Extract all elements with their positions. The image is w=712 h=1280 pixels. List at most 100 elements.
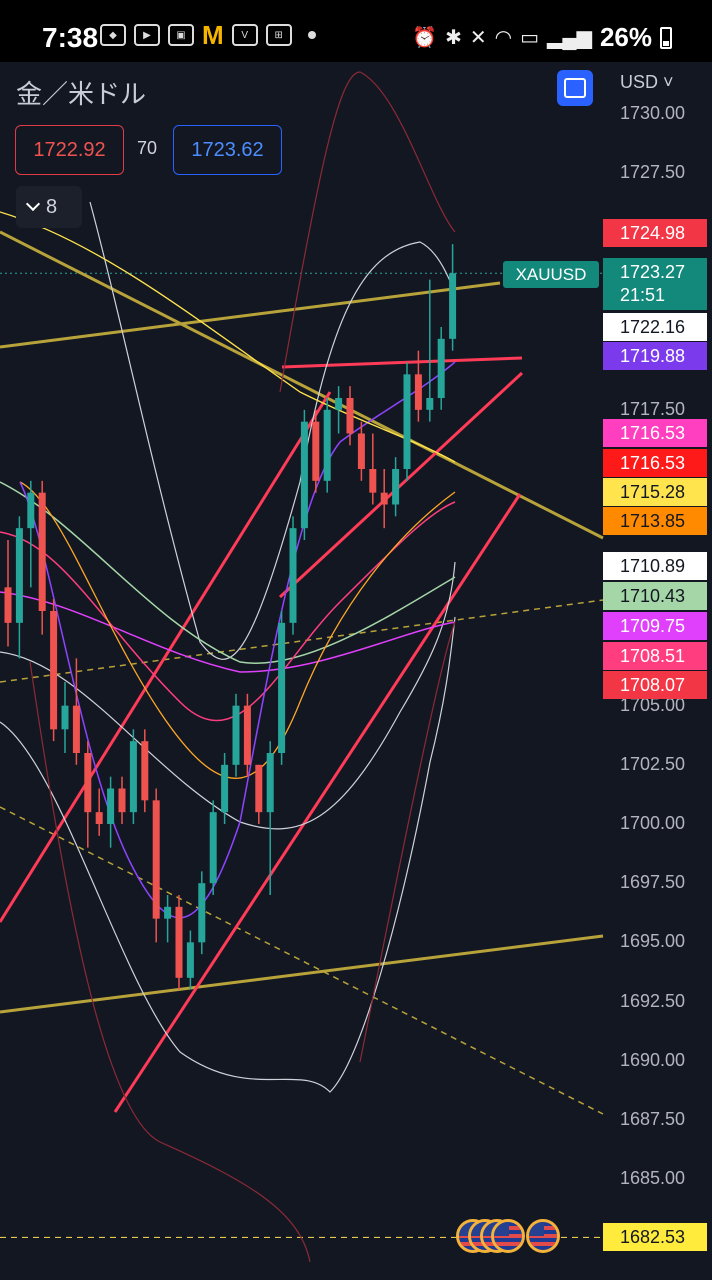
price-chart[interactable] [0,62,712,1280]
notification-icons: ◆ ▶ ▣ M V ⊞ [100,20,316,50]
candle [243,693,251,777]
mute-icon: ✕ [469,27,487,49]
fullscreen-button[interactable] [557,70,593,106]
candle [72,658,80,765]
trend-line [278,371,524,599]
candle [175,895,183,990]
candle-body [300,421,308,529]
candle-body [198,883,206,943]
chart-area[interactable]: 金／米ドル USD ˅ 1722.92 70 1723.62 8 1730.00… [0,62,712,1280]
indicator-curve [29,661,311,1263]
vpass-icon: V [231,24,258,46]
candle-body [50,611,58,730]
candle-body [266,753,274,813]
indicators-count: 8 [46,195,58,218]
candle-body [255,764,263,813]
price-tag: 1719.88 [603,342,707,370]
candle [278,611,286,765]
candle [27,480,35,588]
candle-body [15,528,23,623]
current-price-tag: 1723.27 21:51 [603,258,707,310]
candle-body [323,409,331,481]
symbol-badge: XAUUSD [503,261,599,288]
trend-line [0,806,604,1115]
price-tag: 1722.16 [603,313,707,341]
price-tag: 1708.51 [603,642,707,670]
candle-body [392,469,400,505]
buy-price-button[interactable]: 1723.62 [173,125,282,175]
signal-icon: ▂▄▆ [547,27,592,49]
symbol-title[interactable]: 金／米ドル [16,79,147,109]
trend-line [281,356,523,369]
candle-body [38,492,46,611]
price-axis-label: 1727.50 [620,162,686,183]
candle-body [312,421,320,481]
candle-body [437,338,445,398]
candle-body [84,753,92,813]
price-axis-label: 1717.50 [620,398,686,419]
candle [50,599,58,742]
candle [392,457,400,517]
candle [312,409,320,493]
indicator-curve [359,621,456,1063]
candle [15,516,23,659]
candle [380,469,388,529]
battery-percentage: 26% [599,22,652,52]
candle-body [141,741,149,801]
bluetooth-icon: ✱ [445,27,462,49]
trend-line [0,281,501,349]
candle [346,386,354,446]
youtube-icon: ▶ [134,24,160,46]
candle [369,433,377,505]
indicator-curve [0,501,456,722]
price-axis-label: 1697.50 [620,872,686,893]
sell-price-button[interactable]: 1722.92 [15,125,124,175]
candle [209,800,217,895]
candle-body [61,705,69,730]
candle [164,895,172,943]
price-axis-label: 1692.50 [620,990,686,1011]
candle [266,741,274,895]
indicator-curve [19,481,456,779]
price-tag: 1709.75 [603,612,707,640]
price-axis-label: 1705.00 [620,694,686,715]
price-axis-label: 1700.00 [620,813,686,833]
candle-body [335,398,343,410]
candle [437,327,445,410]
battery-icon [660,26,672,49]
indicator-curve [89,201,456,660]
volte-icon: ▭ [520,27,540,49]
candle-body [118,788,126,813]
candle [289,516,297,635]
price-tag: 1682.53 [603,1223,707,1251]
candle [186,930,194,990]
wifi-icon: ◠ [494,27,513,49]
trend-line [113,493,522,1113]
us-flag-icon[interactable] [491,1219,525,1253]
candle [323,398,331,493]
indicators-toggle[interactable]: 8 [16,186,82,228]
price-tag: 1710.43 [603,582,707,610]
candle-body [186,942,194,978]
price-tag: 1710.89 [603,552,707,580]
currency-label: USD [620,72,659,92]
price-tag: 1713.85 [603,507,707,535]
candle [255,764,263,824]
indicator-curve [279,71,456,393]
economic-events[interactable] [456,1219,566,1255]
us-flag-icon[interactable] [526,1219,560,1253]
candle-body [209,812,217,884]
mcdonalds-icon: M [202,20,224,50]
trend-line [0,934,604,1014]
candle [357,421,365,481]
price-tag: 1708.07 [603,671,707,699]
candle-body [232,705,240,765]
indicator-curve [0,591,456,673]
currency-selector[interactable]: USD ˅ [620,72,674,93]
current-price: 1723.27 [620,262,686,282]
indicator-curve [19,361,456,919]
candle-body [278,622,286,753]
price-tag: 1716.53 [603,449,707,477]
price-axis-label: 1730.00 [620,103,686,123]
candle-body [403,374,411,469]
